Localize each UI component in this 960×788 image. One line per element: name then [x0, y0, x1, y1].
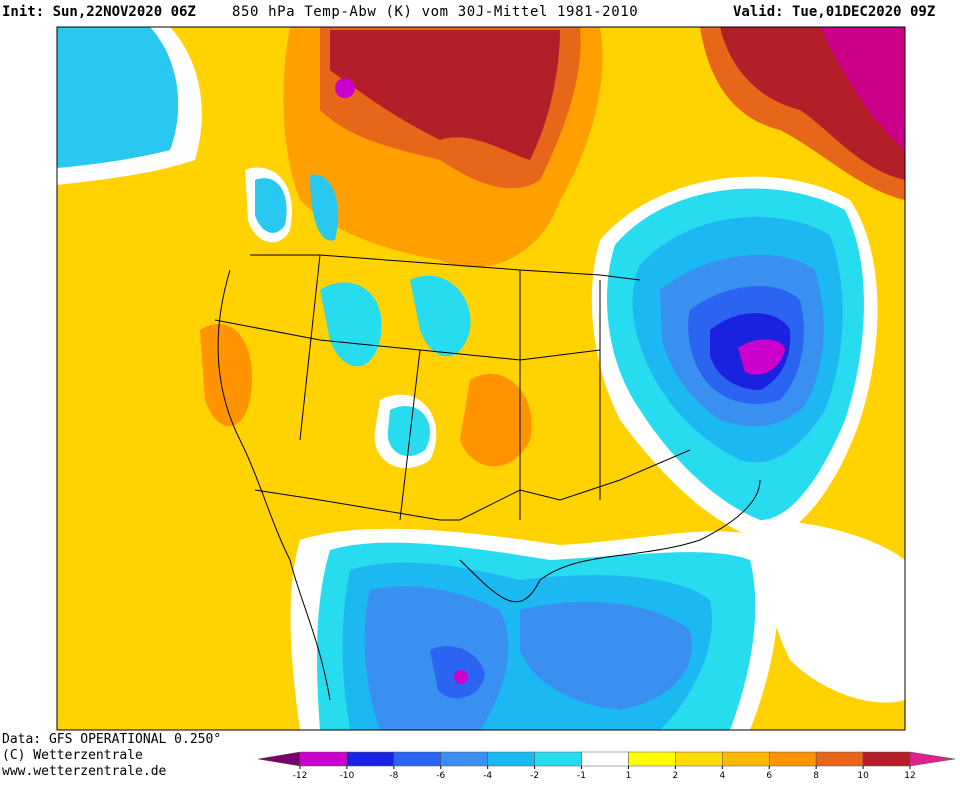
legend-swatch: [675, 751, 723, 767]
legend-swatch: [628, 751, 676, 767]
legend-tick-label: -8: [389, 771, 398, 781]
legend-swatch: [722, 751, 770, 767]
website: www.wetterzentrale.de: [2, 764, 167, 779]
legend-tick-label: 8: [813, 771, 819, 781]
legend-tick-label: 10: [857, 771, 869, 781]
below-swatch: [257, 751, 301, 767]
legend-tick-label: 4: [719, 771, 725, 781]
boundaries: [56, 26, 906, 731]
data-source: Data: GFS OPERATIONAL 0.250°: [2, 732, 222, 747]
legend-swatch: [487, 751, 535, 767]
map-title: 850 hPa Temp-Abw (K) vom 30J-Mittel 1981…: [232, 4, 639, 20]
legend-tick-label: -2: [530, 771, 539, 781]
legend-swatch: [815, 751, 864, 767]
anomaly-field: [57, 27, 905, 730]
legend-tick-label: -6: [436, 771, 445, 781]
legend-swatch: [862, 751, 911, 767]
legend-swatch: [299, 751, 348, 767]
legend-swatch: [581, 751, 629, 767]
legend-tick-label: -1: [577, 771, 586, 781]
color-legend: -12 -10 -8 -6 -4 -2 -1 1 2 4 6 8 10 12: [257, 751, 956, 781]
legend-tick-label: -12: [293, 771, 308, 781]
legend-swatch: [440, 751, 488, 767]
legend-tick-label: -10: [340, 771, 355, 781]
legend-tick-label: -4: [483, 771, 492, 781]
legend-tick-label: 1: [626, 771, 632, 781]
legend-swatch: [534, 751, 582, 767]
legend-swatch: [393, 751, 442, 767]
legend-swatch: [346, 751, 395, 767]
legend-tick-label: 2: [673, 771, 679, 781]
init-time: Init: Sun,22NOV2020 06Z: [2, 4, 196, 20]
copyright: (C) Wetterzentrale: [2, 748, 143, 763]
above-swatch: [909, 751, 956, 767]
legend-tick-label: 6: [766, 771, 772, 781]
legend-swatch: [768, 751, 817, 767]
valid-time: Valid: Tue,01DEC2020 09Z: [733, 4, 936, 20]
legend-tick-label: 12: [904, 771, 915, 781]
